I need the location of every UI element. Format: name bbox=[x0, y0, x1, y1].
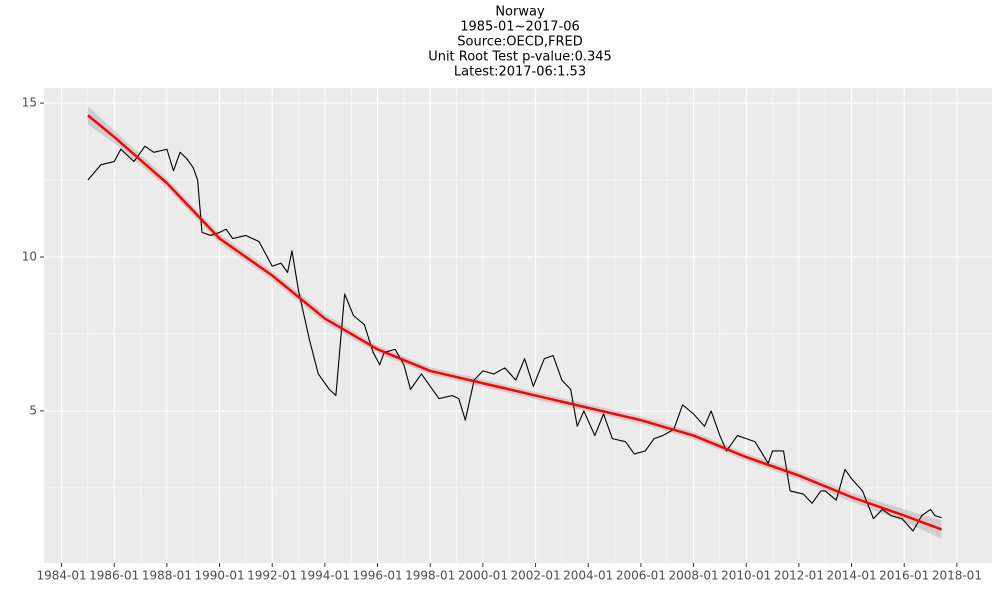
chart-title: Norway bbox=[495, 5, 545, 20]
chart-title: Latest:2017-06:1.53 bbox=[454, 65, 586, 80]
x-tick-label: 1988-01 bbox=[142, 569, 192, 583]
x-tick-label: 2018-01 bbox=[932, 569, 982, 583]
x-tick-label: 1984-01 bbox=[36, 569, 86, 583]
y-tick-label: 5 bbox=[29, 403, 37, 417]
x-tick-label: 1998-01 bbox=[405, 569, 455, 583]
confidence-band bbox=[87, 106, 942, 539]
x-tick-label: 2012-01 bbox=[774, 569, 824, 583]
plot-panel bbox=[44, 88, 992, 563]
trend-line bbox=[87, 114, 942, 531]
data-line bbox=[87, 145, 942, 532]
x-tick-label: 2006-01 bbox=[616, 569, 666, 583]
x-tick-label: 2010-01 bbox=[721, 569, 771, 583]
x-tick-label: 2014-01 bbox=[826, 569, 876, 583]
y-tick-label: 15 bbox=[22, 96, 37, 110]
x-tick-label: 1992-01 bbox=[247, 569, 297, 583]
x-tick-label: 1996-01 bbox=[352, 569, 402, 583]
chart-title: Source:OECD,FRED bbox=[457, 35, 582, 50]
chart-title: Unit Root Test p-value:0.345 bbox=[428, 50, 612, 65]
x-tick-label: 2004-01 bbox=[563, 569, 613, 583]
x-tick-label: 1990-01 bbox=[194, 569, 244, 583]
x-tick-label: 2008-01 bbox=[668, 569, 718, 583]
x-tick-label: 1994-01 bbox=[300, 569, 350, 583]
x-tick-label: 2016-01 bbox=[879, 569, 929, 583]
x-tick-label: 1986-01 bbox=[89, 569, 139, 583]
x-tick-label: 2002-01 bbox=[510, 569, 560, 583]
chart-title: 1985-01~2017-06 bbox=[460, 20, 580, 35]
y-tick-label: 10 bbox=[22, 250, 37, 264]
x-tick-label: 2000-01 bbox=[458, 569, 508, 583]
